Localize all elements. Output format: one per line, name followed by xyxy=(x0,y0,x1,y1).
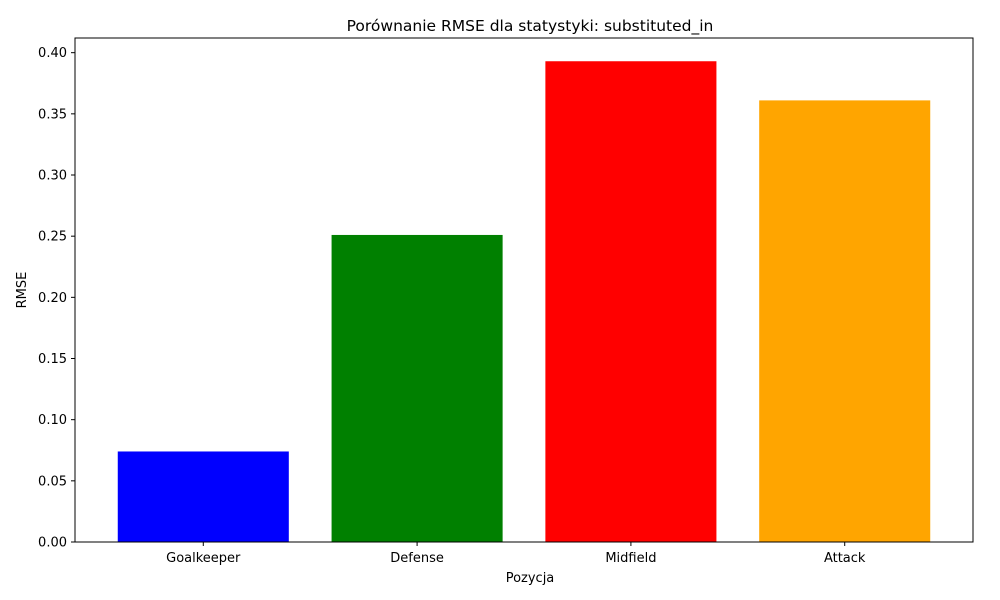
bar-attack xyxy=(759,100,931,542)
plot-frame xyxy=(74,37,974,543)
y-tick-label: 0.20 xyxy=(38,291,67,306)
y-tick-label: 0.25 xyxy=(38,230,67,245)
bar-midfield xyxy=(545,61,717,543)
x-tick-label: Defense xyxy=(390,551,444,566)
x-axis-ticks: Goalkeeper Defense Midfield Attack xyxy=(166,542,866,566)
bar-defense xyxy=(331,234,503,542)
y-tick-label: 0.30 xyxy=(38,169,67,184)
y-axis-ticks: 0.00 0.05 0.10 0.15 0.20 0.25 0.30 0.35 0.40 xyxy=(38,46,75,551)
chart-title: Porównanie RMSE dla statystyki: substitu… xyxy=(347,17,714,36)
y-tick-label: 0.15 xyxy=(38,352,67,367)
y-tick-label: 0.05 xyxy=(38,474,67,489)
x-axis-label: Pozycja xyxy=(506,571,555,586)
y-axis-label: RMSE xyxy=(15,272,30,309)
y-tick-label: 0.00 xyxy=(38,536,67,551)
y-tick-label: 0.10 xyxy=(38,413,67,428)
bar-goalkeeper xyxy=(117,451,289,542)
x-tick-label: Attack xyxy=(824,551,866,566)
y-tick-label: 0.35 xyxy=(38,107,67,122)
x-tick-label: Goalkeeper xyxy=(166,551,241,566)
bars-group xyxy=(117,61,931,543)
x-tick-label: Midfield xyxy=(605,551,656,566)
y-tick-label: 0.40 xyxy=(38,46,67,61)
